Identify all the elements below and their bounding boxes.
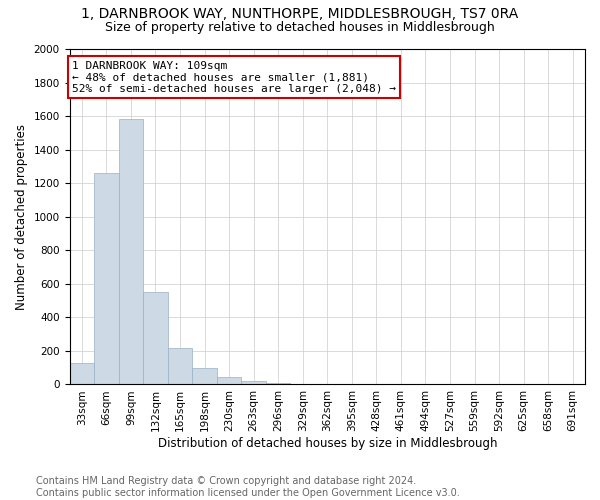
- Text: Contains HM Land Registry data © Crown copyright and database right 2024.
Contai: Contains HM Land Registry data © Crown c…: [36, 476, 460, 498]
- Bar: [168, 348, 192, 385]
- Bar: [192, 368, 217, 384]
- Bar: [217, 377, 241, 384]
- Text: 1, DARNBROOK WAY, NUNTHORPE, MIDDLESBROUGH, TS7 0RA: 1, DARNBROOK WAY, NUNTHORPE, MIDDLESBROU…: [82, 8, 518, 22]
- Bar: [143, 292, 168, 384]
- Bar: [241, 381, 266, 384]
- Bar: [70, 362, 94, 384]
- Y-axis label: Number of detached properties: Number of detached properties: [15, 124, 28, 310]
- Text: 1 DARNBROOK WAY: 109sqm
← 48% of detached houses are smaller (1,881)
52% of semi: 1 DARNBROOK WAY: 109sqm ← 48% of detache…: [72, 60, 396, 94]
- Bar: [119, 120, 143, 384]
- X-axis label: Distribution of detached houses by size in Middlesbrough: Distribution of detached houses by size …: [158, 437, 497, 450]
- Bar: [94, 173, 119, 384]
- Bar: [266, 383, 290, 384]
- Text: Size of property relative to detached houses in Middlesbrough: Size of property relative to detached ho…: [105, 21, 495, 34]
